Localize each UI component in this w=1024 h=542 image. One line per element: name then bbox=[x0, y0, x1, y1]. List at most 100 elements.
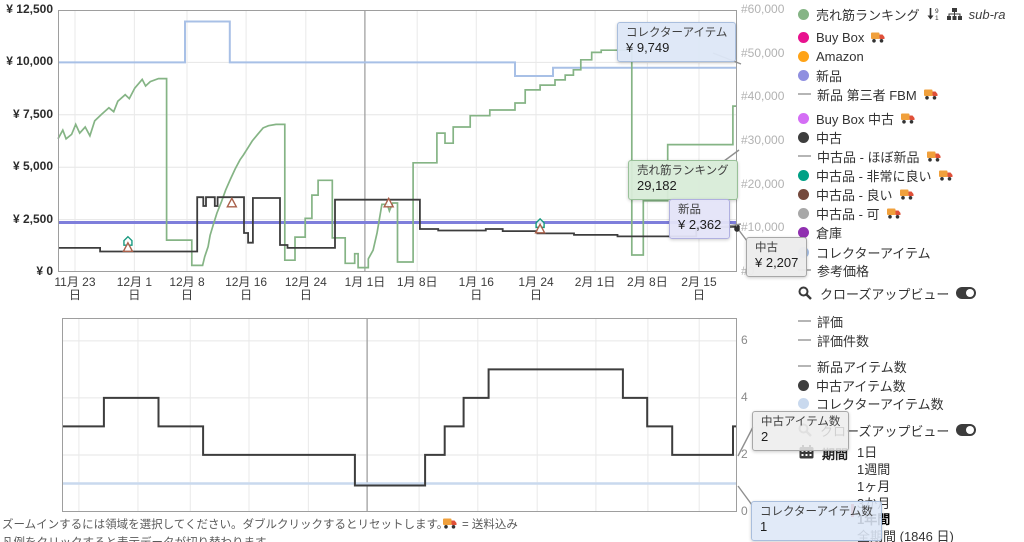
svg-text:1: 1 bbox=[935, 15, 939, 21]
legend-item-rating[interactable]: 評価 bbox=[798, 312, 843, 330]
legend-label: 新品 第三者 FBM bbox=[817, 87, 917, 103]
magnifier-icon bbox=[798, 286, 812, 300]
truck-icon bbox=[443, 518, 457, 529]
rank-axis-label: #30,000 bbox=[741, 133, 785, 147]
date-axis-label: 12月 24 日 bbox=[284, 275, 327, 302]
period-option-1month[interactable]: 1ヶ月 bbox=[857, 479, 891, 494]
legend-item-collectible-count[interactable]: コレクターアイテム数 bbox=[798, 394, 944, 412]
legend-label: Amazon bbox=[816, 48, 864, 64]
series-color-dot bbox=[798, 31, 809, 43]
legend-item-sales-rank[interactable]: 売れ筋ランキング 9 1 sub-ra bbox=[798, 5, 1005, 23]
offer-count-chart[interactable] bbox=[62, 318, 737, 512]
price-axis-label: ¥ 12,500 bbox=[6, 2, 53, 16]
tooltip-value: ¥ 2,207 bbox=[755, 255, 799, 271]
truck-icon bbox=[886, 208, 901, 219]
series-color-dash bbox=[798, 320, 811, 322]
legend-label: 中古品 - 非常に良い bbox=[816, 168, 932, 184]
series-color-dash bbox=[798, 93, 811, 95]
series-コレクターアイテム bbox=[58, 20, 737, 77]
legend-label: Buy Box 中古 bbox=[816, 111, 895, 127]
date-axis-label: 2月 8日 bbox=[627, 275, 668, 289]
tooltip-title: コレクターアイテム bbox=[626, 27, 728, 39]
tooltip-value: ¥ 9,749 bbox=[626, 40, 670, 56]
legend-item-buy-box[interactable]: Buy Box bbox=[798, 28, 885, 46]
tooltip-value: 2 bbox=[761, 429, 769, 445]
price-axis-label: ¥ 5,000 bbox=[12, 159, 53, 174]
tooltip-value: 29,182 bbox=[637, 178, 677, 194]
legend-label: 中古 bbox=[816, 130, 843, 146]
price-history-chart[interactable] bbox=[57, 10, 740, 272]
tooltip-title: コレクターアイテム数 bbox=[760, 506, 873, 518]
tooltip-sales-rank: 売れ筋ランキング 29,182 bbox=[628, 160, 738, 200]
legend-item-used-count[interactable]: 中古アイテム数 bbox=[798, 376, 906, 394]
legend-label: Buy Box bbox=[816, 29, 865, 45]
truck-icon bbox=[926, 151, 941, 162]
legend-item-list-price[interactable]: 参考価格 bbox=[798, 261, 869, 279]
series-color-dot bbox=[798, 112, 809, 124]
series-color-dot bbox=[798, 188, 809, 200]
rank-axis-label: #10,000 bbox=[741, 220, 785, 235]
legend-label: 中古アイテム数 bbox=[816, 378, 906, 394]
truck-icon bbox=[901, 113, 915, 124]
closeup-label: クローズアップビュー bbox=[820, 423, 950, 439]
closeup-view-toggle-price[interactable]: クローズアップビュー bbox=[798, 284, 977, 302]
period-option-1week[interactable]: 1週間 bbox=[857, 462, 891, 477]
date-axis-label: 12月 16 日 bbox=[225, 275, 268, 302]
series-color-dot bbox=[798, 226, 809, 238]
legend-item-used[interactable]: 中古 bbox=[798, 128, 842, 146]
triangle-marker bbox=[534, 222, 546, 234]
rank-axis-label: #60,000 bbox=[741, 2, 785, 16]
date-axis-label: 11月 23 日 bbox=[54, 275, 96, 302]
legend-item-warehouse[interactable]: 倉庫 bbox=[798, 223, 842, 241]
legend-item-new-count[interactable]: 新品アイテム数 bbox=[798, 357, 907, 375]
legend-label: コレクターアイテム数 bbox=[816, 396, 944, 412]
legend-item-amazon[interactable]: Amazon bbox=[798, 47, 864, 65]
rank-axis-label: #20,000 bbox=[741, 176, 785, 191]
svg-text:9: 9 bbox=[935, 8, 939, 15]
legend-item-new[interactable]: 新品 bbox=[798, 66, 842, 84]
count-axis-label: 6 bbox=[741, 332, 748, 347]
closeup-label: クローズアップビュー bbox=[820, 286, 950, 302]
series-color-dash bbox=[798, 155, 811, 157]
series-売れ筋ランキング bbox=[57, 49, 737, 269]
series-color-dash bbox=[798, 339, 811, 341]
legend-item-buy-box-used[interactable]: Buy Box 中古 bbox=[798, 109, 915, 127]
date-axis-label: 2月 1日 bbox=[574, 275, 616, 289]
date-axis-label: 1月 16 日 bbox=[458, 275, 494, 302]
date-axis-label: 1月 1日 bbox=[344, 275, 386, 289]
tooltip-collector-price: コレクターアイテム ¥ 9,749 bbox=[617, 22, 737, 62]
tooltip-title: 中古 bbox=[755, 242, 778, 254]
toggle-switch-icon bbox=[956, 287, 977, 299]
legend-item-review-count[interactable]: 評価件数 bbox=[798, 331, 869, 349]
tooltip-value: ¥ 2,362 bbox=[678, 217, 722, 233]
legend-item-collectible[interactable]: コレクターアイテム bbox=[798, 243, 931, 261]
date-axis-label: 1月 24 日 bbox=[518, 275, 554, 302]
triangle-marker bbox=[122, 241, 134, 252]
legend-item-used-very-good[interactable]: 中古品 - 非常に良い bbox=[798, 166, 953, 184]
zoom-hint-text: ズームインするには領域を選択してください。ダブルクリックするとリセットします。 bbox=[2, 519, 449, 531]
legend-label: 新品 bbox=[816, 68, 843, 84]
legend-label: 中古品 - ほぼ新品 bbox=[817, 149, 920, 165]
price-plot-svg bbox=[57, 10, 740, 272]
truck-icon bbox=[923, 89, 938, 100]
tooltip-new-price: 新品 ¥ 2,362 bbox=[669, 199, 731, 239]
legend-label: 売れ筋ランキング bbox=[816, 7, 920, 23]
truck-icon bbox=[899, 189, 914, 200]
series-color-dot bbox=[798, 379, 809, 391]
sub-rank-label: sub-ra bbox=[968, 6, 1006, 22]
period-option-1day[interactable]: 1日 bbox=[857, 445, 878, 460]
series-color-dot bbox=[798, 50, 809, 62]
rank-axis-label: #40,000 bbox=[741, 89, 785, 104]
legend-item-used-like-new[interactable]: 中古品 - ほぼ新品 bbox=[798, 147, 941, 165]
legend-item-used-acceptable[interactable]: 中古品 - 可 bbox=[798, 204, 901, 222]
triangle-marker bbox=[226, 196, 238, 208]
tooltip-used-count: 中古アイテム数 2 bbox=[752, 411, 850, 451]
legend-item-new-fbm[interactable]: 新品 第三者 FBM bbox=[798, 85, 938, 103]
legend-hint-text: 凡例をクリックすると表示データが切り替わります。 bbox=[2, 534, 277, 542]
legend-label: 参考価格 bbox=[817, 263, 870, 279]
triangle-marker bbox=[383, 196, 395, 208]
legend-label: 倉庫 bbox=[816, 225, 843, 241]
legend-item-used-good[interactable]: 中古品 - 良い bbox=[798, 185, 914, 203]
